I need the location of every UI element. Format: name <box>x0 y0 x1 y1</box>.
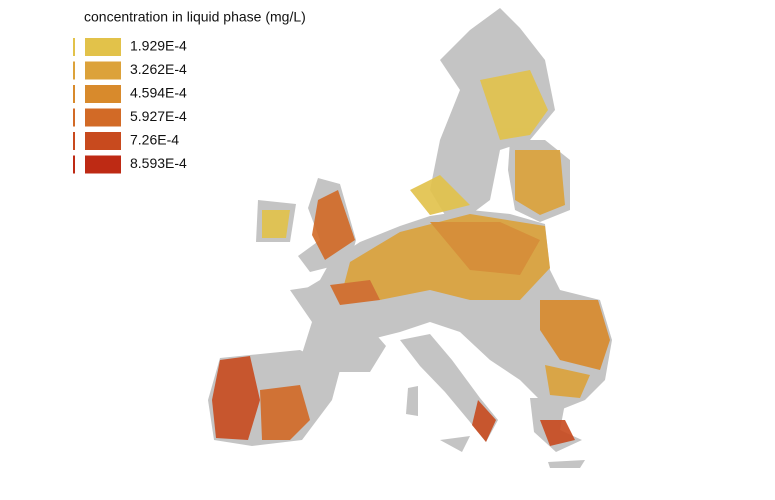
area <box>312 190 355 260</box>
legend-swatch <box>85 38 121 56</box>
legend-tick <box>73 132 75 150</box>
legend-tick <box>73 155 75 174</box>
legend-tick <box>73 85 75 103</box>
area <box>540 300 610 370</box>
area <box>545 365 590 398</box>
area <box>262 210 290 238</box>
legend-label: 5.927E-4 <box>130 108 187 124</box>
legend-label: 3.262E-4 <box>130 61 187 77</box>
legend-label: 4.594E-4 <box>130 85 187 101</box>
legend-label: 8.593E-4 <box>130 155 187 171</box>
legend-title: concentration in liquid phase (mg/L) <box>84 9 306 25</box>
legend: concentration in liquid phase (mg/L) 1.9… <box>73 9 306 174</box>
area <box>260 385 310 440</box>
concentration-areas <box>212 70 610 446</box>
area <box>330 280 380 305</box>
area <box>515 150 565 215</box>
legend-swatch <box>85 132 121 150</box>
area <box>472 400 496 442</box>
legend-tick <box>73 61 75 80</box>
legend-tick <box>73 108 75 127</box>
area <box>212 356 260 440</box>
legend-swatch <box>85 61 121 80</box>
area <box>480 70 548 140</box>
legend-swatch <box>85 155 121 174</box>
area <box>430 222 540 275</box>
legend-swatch <box>85 85 121 103</box>
legend-label: 1.929E-4 <box>130 38 187 54</box>
legend-label: 7.26E-4 <box>130 132 179 148</box>
sardinia <box>406 386 418 416</box>
france <box>290 284 386 372</box>
crete <box>548 460 585 468</box>
area <box>540 420 575 446</box>
legend-tick <box>73 38 75 56</box>
area <box>410 175 470 215</box>
sicily <box>440 436 470 452</box>
italy <box>400 334 498 442</box>
legend-swatch <box>85 108 121 127</box>
